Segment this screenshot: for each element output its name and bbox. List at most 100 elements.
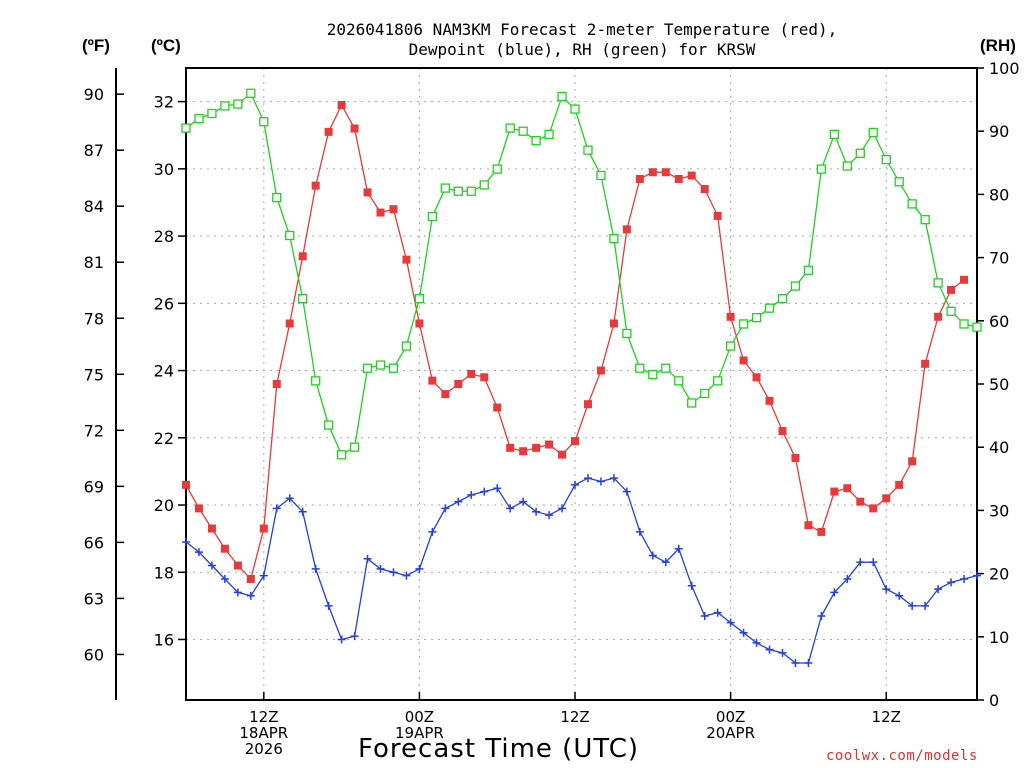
data-point [829, 129, 840, 140]
data-point [272, 192, 282, 203]
data-point [947, 578, 956, 587]
data-point [427, 211, 438, 222]
data-point [532, 507, 541, 516]
data-point [738, 319, 749, 329]
data-point [480, 373, 489, 382]
data-point [895, 591, 904, 600]
data-point [765, 396, 774, 405]
data-point [532, 443, 541, 452]
celsius-tick-label: 26 [154, 294, 174, 313]
rh-tick-label: 80 [989, 185, 1009, 204]
data-point [454, 497, 463, 506]
data-point [480, 487, 489, 496]
data-point [609, 233, 619, 244]
data-point [778, 427, 787, 436]
data-point [519, 447, 528, 456]
celsius-tick-label: 28 [154, 227, 174, 246]
rh-tick-label: 50 [989, 375, 1009, 394]
rh-tick-label: 70 [989, 249, 1009, 268]
celsius-tick-label: 20 [154, 496, 174, 515]
data-point [791, 453, 800, 462]
data-point [726, 312, 735, 321]
data-point [182, 538, 190, 546]
data-point [298, 507, 307, 516]
data-point [868, 127, 878, 138]
data-point [803, 265, 814, 275]
data-point [856, 497, 865, 506]
data-point [661, 363, 671, 373]
data-point [324, 601, 333, 610]
data-point [700, 185, 709, 194]
data-point [635, 363, 645, 373]
rh-tick-label: 100 [989, 59, 1020, 78]
fahrenheit-tick-label: 60 [84, 645, 104, 664]
data-point [648, 369, 658, 380]
data-point [220, 544, 229, 553]
data-point [934, 585, 943, 594]
data-point [583, 474, 592, 483]
data-point [505, 123, 515, 133]
rh-unit-label: (RH) [980, 36, 1016, 55]
series-line [185, 477, 978, 664]
plot-frame [185, 67, 978, 701]
data-point [830, 487, 839, 496]
chart-title-line1: 2026041806 NAM3KM Forecast 2-meter Tempe… [326, 20, 838, 39]
x-tick-label: 00Z [716, 708, 745, 726]
x-tick-label: 12Z [560, 708, 589, 726]
data-point [324, 127, 333, 136]
data-point [363, 554, 372, 563]
data-point [934, 312, 943, 321]
rh-tick-label: 40 [989, 438, 1009, 457]
data-point [869, 504, 878, 513]
data-point [635, 527, 644, 536]
data-point [661, 558, 670, 567]
data-point [700, 611, 709, 620]
series-dewpoint [182, 474, 981, 668]
data-point [350, 632, 359, 641]
data-point [506, 443, 515, 452]
data-point [506, 504, 515, 513]
data-point [545, 440, 554, 449]
data-point [233, 588, 242, 597]
fahrenheit-tick-label: 81 [84, 253, 104, 272]
data-point [493, 484, 502, 493]
data-point [635, 174, 644, 183]
data-point [921, 601, 930, 610]
data-point [246, 88, 256, 98]
data-point [816, 164, 827, 174]
data-point [298, 252, 307, 261]
data-point [726, 618, 735, 627]
data-point [375, 360, 386, 370]
data-point [804, 659, 813, 668]
data-point [440, 183, 450, 193]
data-point [843, 484, 852, 493]
grid-lines [186, 68, 977, 700]
fahrenheit-tick-label: 66 [84, 533, 104, 552]
data-point [959, 319, 969, 329]
data-point [609, 474, 618, 483]
data-point [765, 645, 774, 654]
data-point [389, 205, 398, 214]
data-point [311, 564, 320, 573]
x-tick-label: 00Z [405, 708, 434, 726]
x-tick-label: 12Z [249, 708, 278, 726]
data-point [415, 564, 424, 573]
fahrenheit-unit-label: (ºF) [82, 36, 110, 55]
data-point [570, 104, 580, 114]
celsius-tick-label: 24 [154, 362, 174, 381]
data-point [687, 171, 696, 180]
data-point [713, 376, 723, 386]
data-point [207, 561, 216, 570]
data-point [752, 373, 761, 382]
data-series [181, 88, 982, 668]
data-point [544, 129, 554, 140]
data-point [739, 356, 748, 365]
rh-tick-label: 0 [989, 691, 999, 710]
data-point [648, 168, 657, 177]
data-point [687, 581, 696, 590]
data-point [960, 574, 969, 583]
data-point [492, 164, 502, 174]
data-point [571, 437, 580, 446]
data-point [272, 504, 281, 513]
